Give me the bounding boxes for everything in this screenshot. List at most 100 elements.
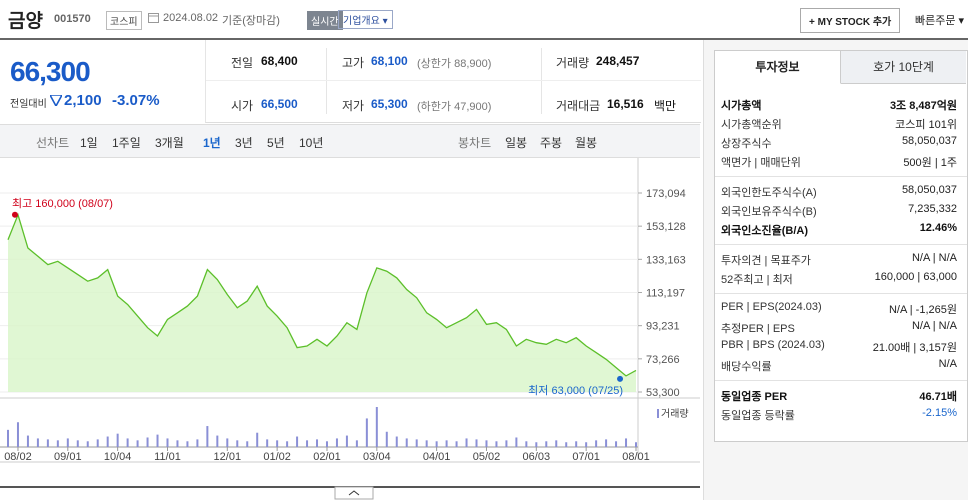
info-value: 46.71배 — [919, 391, 957, 403]
info-row: 동일업종 PER 46.71배 — [721, 388, 957, 405]
side-panel: 투자정보 호가 10단계 시가총액 3조 8,487억원 시가총액순위 코스피 101… — [703, 40, 968, 500]
volume-bar — [575, 441, 578, 447]
info-label: 액면가 | 매매단위 — [721, 157, 801, 169]
x-tick-label: 09/01 — [54, 451, 82, 463]
volume-bar — [595, 440, 598, 447]
summary-value: 68,100 — [371, 54, 408, 68]
info-value: 58,050,037 — [901, 135, 957, 147]
separator — [541, 48, 542, 114]
volume-bar — [345, 435, 348, 447]
tab-header: 선차트 — [36, 136, 70, 150]
volume-bar — [7, 429, 9, 447]
summary-label: 거래량 — [556, 56, 590, 70]
summary-unit: 백만 — [654, 99, 677, 113]
volume-bar — [16, 422, 19, 447]
period-tab[interactable]: 1일 — [80, 136, 98, 150]
info-value: 12.46% — [919, 222, 957, 234]
info-label: 외국인소진율(B/A) — [721, 225, 808, 237]
volume-bar — [555, 440, 558, 447]
x-tick-label: 08/01 — [622, 451, 650, 463]
x-tick-label: 02/01 — [313, 451, 341, 463]
candle-tab[interactable]: 월봉 — [575, 136, 598, 150]
quick-order-button[interactable]: 빠른주문 ▾ — [915, 15, 965, 27]
y-tick-label: 113,197 — [646, 288, 685, 300]
volume-bar — [306, 440, 309, 447]
summary-label: 시가 — [231, 99, 254, 113]
collapse-button[interactable] — [334, 486, 374, 500]
date: 2024.08.02 — [163, 12, 219, 24]
period-tab[interactable]: 3개월 — [155, 136, 184, 150]
volume-bar — [126, 438, 129, 447]
period-tab[interactable]: 1주일 — [112, 136, 141, 150]
summary-value: 65,300 — [371, 97, 408, 111]
volume-bar — [196, 439, 199, 447]
info-label: 외국인한도주식수(A) — [721, 187, 817, 199]
basis: 기준(장마감) — [222, 15, 280, 27]
volume-bar — [525, 441, 528, 447]
price-value: 66,300 — [10, 56, 91, 87]
tab-orderbook[interactable]: 호가 10단계 — [841, 51, 966, 84]
info-value: 160,000 | 63,000 — [874, 271, 957, 283]
info-label: PBR | BPS (2024.03) — [721, 339, 825, 351]
tab-invest[interactable]: 투자정보 — [715, 51, 841, 84]
down-arrow — [50, 95, 62, 106]
volume-bar — [176, 440, 179, 447]
info-row: PER | EPS(2024.03) N/A | -1,265원 — [721, 301, 957, 318]
candle-tab[interactable]: 주봉 — [540, 136, 563, 150]
info-row: 추정PER | EPS N/A | N/A — [721, 320, 957, 337]
info-value: 3조 8,487억원 — [889, 100, 957, 112]
price-summary: 전일 68,400 고가 68,100 (상한가 88,900) 거래량 248… — [205, 40, 701, 123]
period-tab[interactable]: 5년 — [267, 136, 285, 150]
period-tab[interactable]: 3년 — [235, 136, 253, 150]
volume-bar — [66, 438, 69, 447]
company-info-text: 기업개요 — [343, 16, 380, 27]
low-point — [617, 375, 624, 382]
info-row: 상장주식수 58,050,037 — [721, 135, 957, 152]
info-row: 52주최고 | 최저 160,000 | 63,000 — [721, 271, 957, 288]
candle-tab[interactable]: 일봉 — [505, 136, 528, 150]
volume-bar — [266, 439, 269, 447]
x-tick-label: 05/02 — [473, 451, 501, 463]
tab-header: 봉차트 — [458, 136, 492, 150]
invest-info: 투자정보 호가 10단계 시가총액 3조 8,487억원 시가총액순위 코스피 101… — [714, 50, 968, 442]
volume-bar — [385, 431, 388, 447]
volume-bar — [625, 438, 628, 447]
volume-bar — [405, 438, 408, 447]
header: 금양 001570 코스피 2024.08.02 기준(장마감) 실시간 기업개… — [0, 0, 968, 40]
info-row: 외국인보유주식수(B) 7,235,332 — [721, 203, 957, 220]
volume-bar — [286, 441, 289, 447]
change-label: 전일대비 — [10, 99, 47, 110]
calendar-icon — [148, 13, 159, 23]
company-info-button[interactable]: 기업개요 ▾ — [338, 10, 393, 29]
info-value: N/A | N/A — [911, 252, 957, 264]
info-label: 투자의견 | 목표주가 — [721, 255, 811, 267]
chart: 173,094 153,128 133,163 113,197 93,231 73,266… — [0, 158, 700, 500]
volume-bar — [325, 441, 328, 447]
info-row: 외국인소진율(B/A) 12.46% — [721, 222, 957, 239]
realtime-badge[interactable]: 실시간 — [307, 11, 343, 30]
period-tab[interactable]: 1년 — [203, 136, 221, 150]
volume-bar — [605, 439, 608, 447]
info-value: 58,050,037 — [901, 184, 957, 196]
summary-note: (상한가 88,900) — [417, 58, 492, 70]
x-tick-label: 03/04 — [363, 451, 391, 463]
x-tick-label: 08/02 — [4, 451, 32, 463]
summary-value: 16,516 — [607, 97, 644, 111]
volume-bar — [146, 437, 149, 447]
info-label: 동일업종 등락률 — [721, 410, 795, 422]
change-value: 2,100 — [64, 92, 102, 109]
volume-bar — [276, 440, 279, 447]
x-tick-label: 10/04 — [104, 451, 132, 463]
summary-label: 전일 — [231, 56, 254, 70]
info-value: 코스피 101위 — [895, 119, 957, 131]
volume-bar — [505, 440, 508, 447]
change-rate: -3.07% — [112, 92, 160, 109]
volume-bar — [535, 442, 538, 447]
period-tab[interactable]: 10년 — [299, 136, 324, 150]
volume-bar — [46, 439, 49, 447]
mystock-button[interactable]: + MY STOCK 추가 — [800, 8, 901, 33]
info-label: 외국인보유주식수(B) — [721, 206, 817, 218]
volume-bar — [36, 438, 39, 447]
separator — [206, 80, 701, 81]
